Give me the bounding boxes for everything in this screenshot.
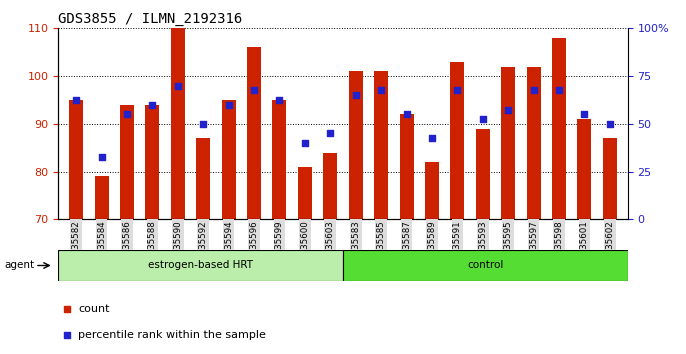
Text: percentile rank within the sample: percentile rank within the sample xyxy=(78,330,266,340)
Bar xyxy=(343,250,628,281)
Point xyxy=(147,102,158,108)
Point xyxy=(223,102,234,108)
Point xyxy=(427,135,438,141)
Text: GSM535582: GSM535582 xyxy=(71,220,80,273)
Text: GSM535596: GSM535596 xyxy=(250,220,259,273)
Point xyxy=(579,112,590,117)
Bar xyxy=(603,138,617,219)
Bar xyxy=(120,105,134,219)
Point xyxy=(172,83,183,88)
Point xyxy=(401,112,412,117)
Text: GSM535601: GSM535601 xyxy=(580,220,589,273)
Text: GSM535595: GSM535595 xyxy=(504,220,512,273)
Point xyxy=(452,88,463,93)
Point xyxy=(274,97,285,103)
Bar xyxy=(95,176,108,219)
Point xyxy=(554,88,565,93)
Text: GSM535584: GSM535584 xyxy=(97,220,106,273)
Bar xyxy=(145,105,159,219)
Text: GSM535590: GSM535590 xyxy=(174,220,182,273)
Bar xyxy=(552,38,566,219)
Text: GSM535599: GSM535599 xyxy=(275,220,284,273)
Text: GSM535603: GSM535603 xyxy=(326,220,335,273)
Point xyxy=(503,107,514,112)
Text: GSM535591: GSM535591 xyxy=(453,220,462,273)
Bar xyxy=(323,153,338,219)
Text: GSM535594: GSM535594 xyxy=(224,220,233,273)
Bar xyxy=(196,138,210,219)
Bar xyxy=(451,62,464,219)
Text: GSM535597: GSM535597 xyxy=(529,220,538,273)
Text: agent: agent xyxy=(5,260,35,270)
Bar xyxy=(171,28,185,219)
Point xyxy=(61,306,72,312)
Point xyxy=(477,116,488,122)
Bar xyxy=(501,67,515,219)
Bar xyxy=(69,100,83,219)
Text: GDS3855 / ILMN_2192316: GDS3855 / ILMN_2192316 xyxy=(58,12,243,26)
Text: estrogen-based HRT: estrogen-based HRT xyxy=(148,261,253,270)
Text: GSM535598: GSM535598 xyxy=(554,220,564,273)
Bar xyxy=(527,67,541,219)
Text: GSM535602: GSM535602 xyxy=(606,220,615,273)
Point xyxy=(71,97,82,103)
Bar xyxy=(399,114,414,219)
Bar xyxy=(425,162,439,219)
Text: GSM535587: GSM535587 xyxy=(402,220,411,273)
Point xyxy=(324,131,335,136)
Point xyxy=(248,88,259,93)
Text: GSM535589: GSM535589 xyxy=(427,220,436,273)
Bar xyxy=(374,72,388,219)
Point xyxy=(528,88,539,93)
Point xyxy=(299,140,310,146)
Text: GSM535586: GSM535586 xyxy=(122,220,132,273)
Text: count: count xyxy=(78,304,110,314)
Bar xyxy=(58,250,343,281)
Point xyxy=(96,154,107,160)
Text: GSM535593: GSM535593 xyxy=(478,220,487,273)
Bar xyxy=(272,100,287,219)
Text: GSM535583: GSM535583 xyxy=(351,220,360,273)
Bar xyxy=(578,119,591,219)
Bar xyxy=(222,100,235,219)
Bar xyxy=(298,167,312,219)
Bar xyxy=(348,72,363,219)
Point xyxy=(604,121,615,127)
Point xyxy=(376,88,387,93)
Text: GSM535585: GSM535585 xyxy=(377,220,386,273)
Text: control: control xyxy=(467,261,504,270)
Text: GSM535588: GSM535588 xyxy=(148,220,157,273)
Point xyxy=(198,121,209,127)
Point xyxy=(351,92,362,98)
Bar xyxy=(247,47,261,219)
Bar xyxy=(476,129,490,219)
Point xyxy=(121,112,132,117)
Point xyxy=(61,332,72,338)
Text: GSM535592: GSM535592 xyxy=(199,220,208,273)
Text: GSM535600: GSM535600 xyxy=(300,220,309,273)
